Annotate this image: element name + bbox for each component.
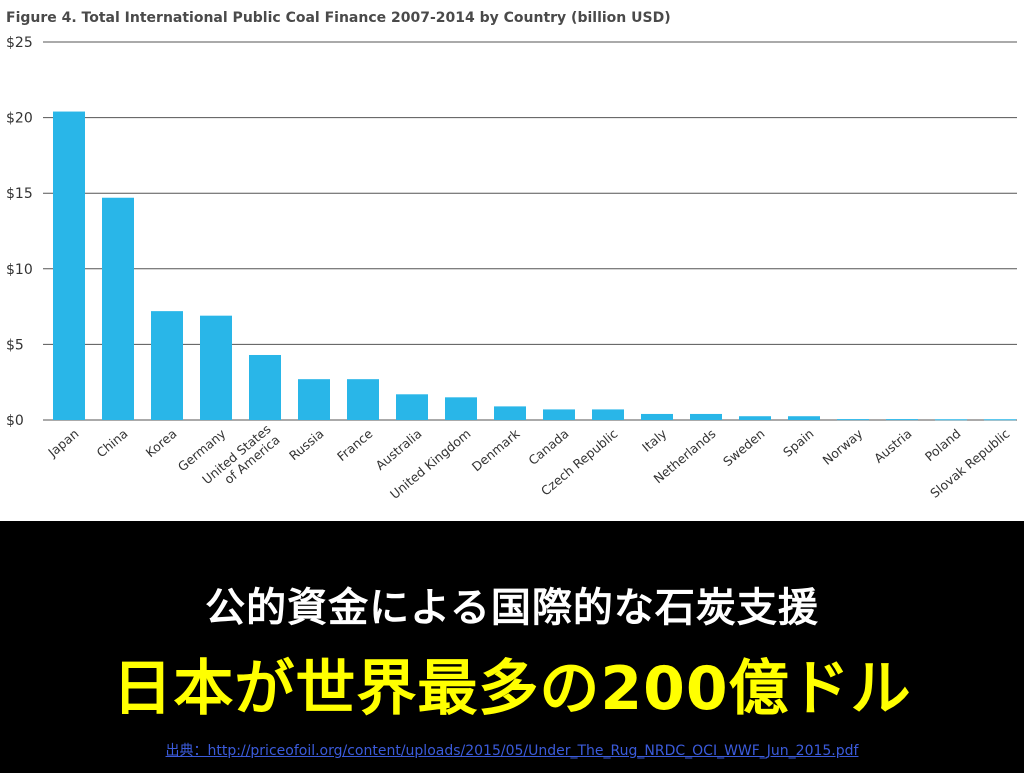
bar [935,419,967,421]
x-tick-label: France [334,426,376,464]
chart-panel: Figure 4. Total International Public Coa… [0,0,1024,521]
bar-chart: Figure 4. Total International Public Coa… [6,10,1017,502]
bar [445,397,477,420]
bars-layer [53,111,1016,421]
x-tick-label: Korea [143,426,180,460]
bar [200,315,232,420]
headline-title: 公的資金による国際的な石炭支援 [205,585,819,631]
y-tick-label: $10 [6,262,33,278]
bar [396,394,428,420]
x-tick-label-line: Japan [44,426,81,461]
x-tick-label: Spain [780,426,816,460]
x-tick-label: Japan [44,426,81,461]
bar [102,197,134,420]
x-tick-label-line: Sweden [720,426,767,469]
bar [837,419,869,421]
x-tick-label-line: Denmark [469,425,523,474]
x-tick-label: Poland [922,426,964,464]
bar [984,419,1016,421]
bar [151,311,183,420]
bar [739,416,771,420]
x-tick-label-line: Austria [871,426,914,466]
bar [494,406,526,420]
bar [249,354,281,420]
y-tick-label: $5 [6,337,24,353]
headline-subtitle: 日本が世界最多の200億ドル [112,654,912,724]
x-tick-label-line: Italy [639,425,670,454]
x-tick-label-line: Russia [286,426,326,463]
x-tick-label: Austria [871,426,914,466]
x-tick-label-line: Canada [525,426,571,468]
x-tick-label-line: Norway [820,425,866,467]
x-tick-label: Denmark [469,425,523,474]
bar [53,111,85,420]
bar [690,413,722,420]
y-tick-label: $15 [6,186,33,202]
x-tick-label-line: China [93,426,130,460]
bar [543,409,575,420]
bar [347,379,379,420]
x-tick-label: Norway [820,425,866,467]
source-link[interactable]: 出典：http://priceofoil.org/content/uploads… [165,743,859,759]
chart-title: Figure 4. Total International Public Coa… [6,10,671,26]
bar [886,419,918,421]
bar [788,416,820,420]
y-tick-label: $0 [6,413,24,429]
x-tick-label: Italy [639,425,670,454]
x-tick-label-line: France [334,426,376,464]
x-tick-label-line: Korea [143,426,180,460]
x-tick-label: China [93,426,130,460]
bar [298,379,330,420]
bar [592,409,624,420]
x-tick-label: Sweden [720,426,767,469]
y-tick-label: $20 [6,111,33,127]
x-tick-label: Russia [286,426,326,463]
y-tick-label: $25 [6,35,33,51]
x-tick-label: Canada [525,426,571,468]
x-tick-label-line: Spain [780,426,816,460]
bar [641,413,673,420]
x-tick-label-line: Poland [922,426,964,464]
